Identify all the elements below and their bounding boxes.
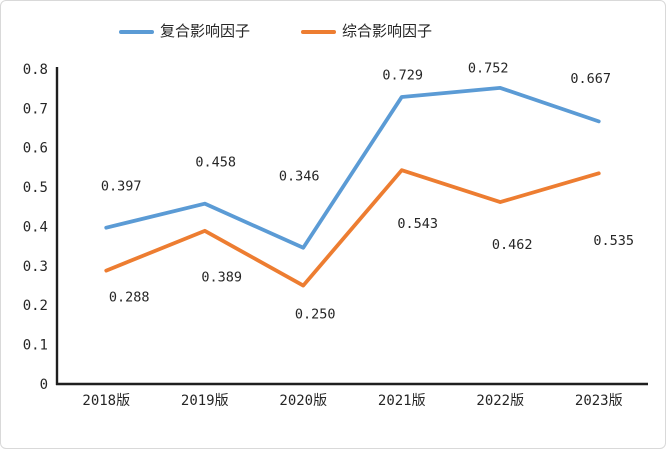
y-tick-label: 0.1 [23, 338, 48, 354]
legend-label: 综合影响因子 [342, 23, 433, 40]
x-tick-label: 2019版 [181, 393, 229, 409]
y-tick-label: 0.8 [23, 62, 48, 78]
legend-label: 复合影响因子 [160, 23, 251, 40]
y-tick-label: 0.2 [23, 298, 48, 314]
data-label: 0.288 [109, 289, 150, 305]
series-line-0 [104, 86, 601, 250]
data-label: 0.462 [492, 237, 533, 253]
data-label: 0.729 [382, 68, 423, 84]
data-label: 0.397 [101, 178, 142, 194]
data-label: 0.752 [468, 61, 509, 77]
y-tick-label: 0.6 [23, 141, 48, 157]
x-tick-label: 2020版 [279, 393, 327, 409]
data-label: 0.389 [201, 270, 242, 286]
legend: 复合影响因子 综合影响因子 [119, 23, 432, 41]
y-tick-label: 0.3 [23, 259, 48, 275]
x-tick-label: 2018版 [82, 393, 130, 409]
y-tick-label: 0.5 [23, 180, 48, 196]
data-label: 0.535 [593, 233, 634, 249]
legend-line-icon [301, 30, 337, 34]
data-label: 0.458 [195, 154, 236, 170]
legend-item-comprehensive-impact-factor: 综合影响因子 [301, 23, 432, 41]
data-label: 0.250 [295, 306, 336, 322]
data-label: 0.346 [279, 168, 320, 184]
data-label: 0.543 [397, 216, 438, 232]
legend-item-composite-impact-factor: 复合影响因子 [119, 23, 250, 41]
legend-line-icon [119, 30, 154, 34]
y-tick-label: 0.7 [23, 101, 48, 117]
y-tick-label: 0 [40, 377, 48, 393]
x-tick-label: 2022版 [476, 393, 524, 409]
x-tick-label: 2021版 [378, 393, 426, 409]
series-line-1 [104, 168, 601, 288]
data-label: 0.667 [570, 71, 611, 87]
y-tick-label: 0.4 [23, 219, 48, 235]
x-tick-label: 2023版 [575, 393, 623, 409]
